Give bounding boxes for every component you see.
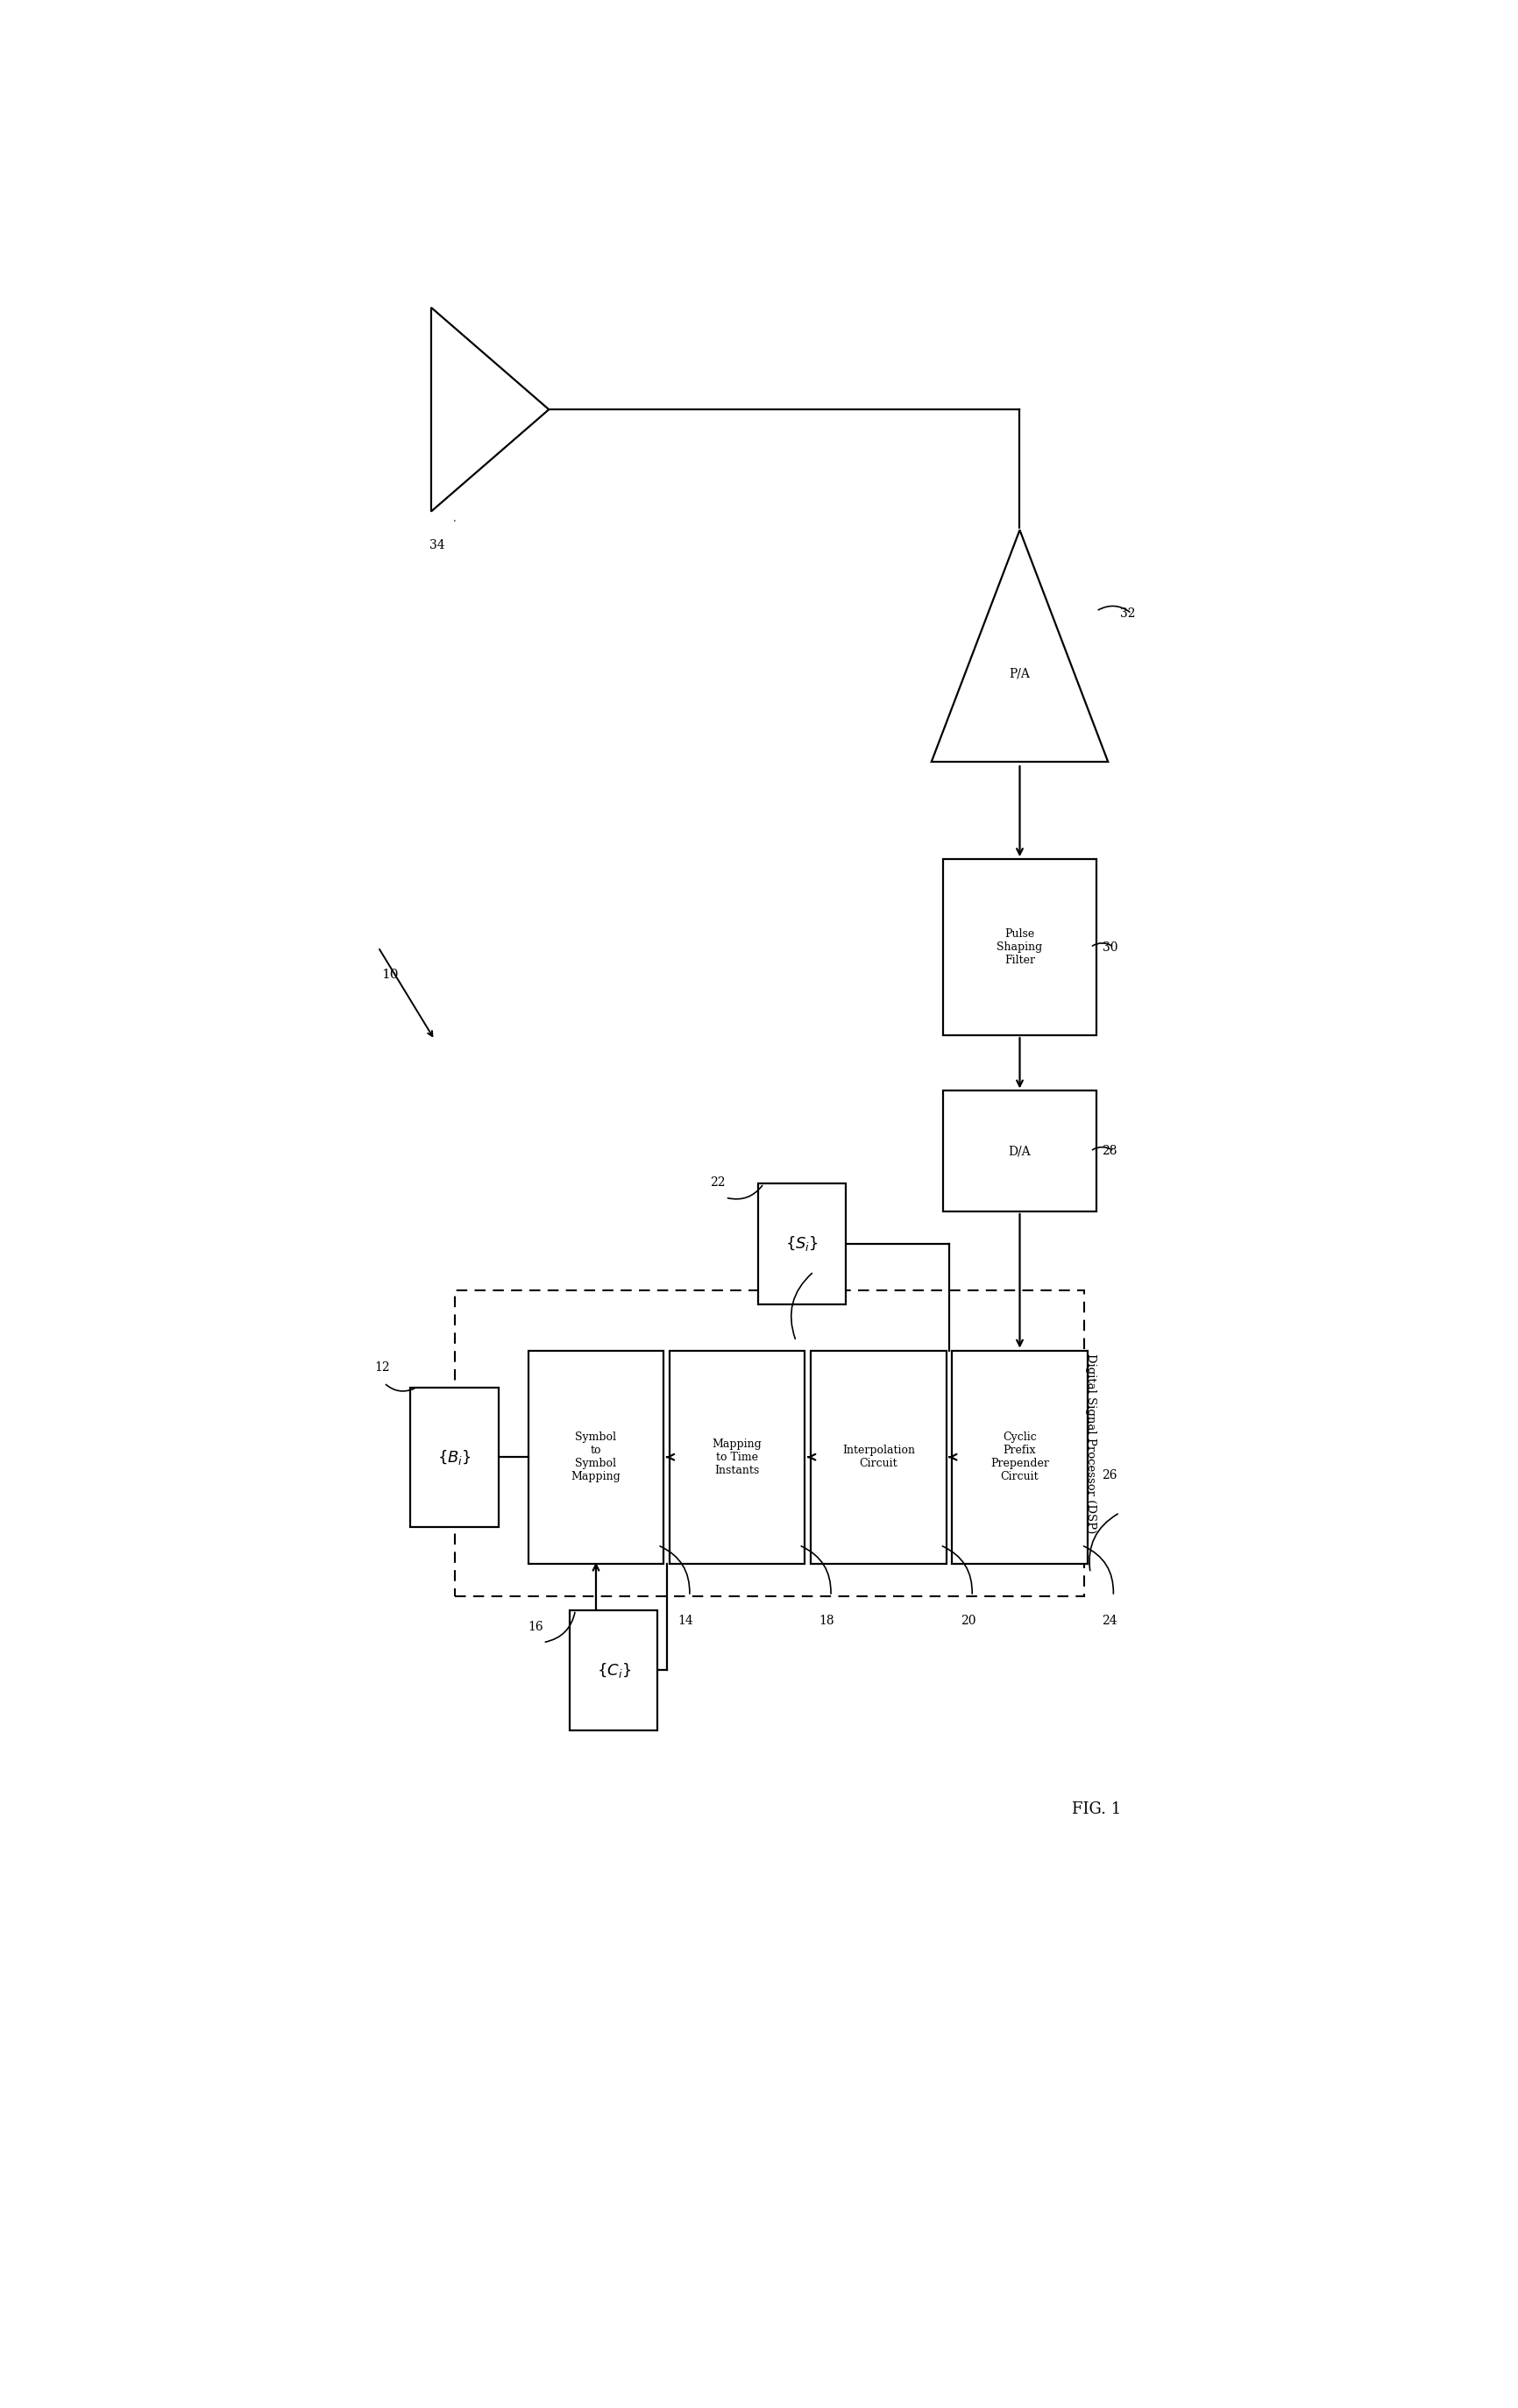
Text: Digital Signal Processor (DSP): Digital Signal Processor (DSP) <box>1084 1353 1096 1534</box>
Text: Symbol
to
Symbol
Mapping: Symbol to Symbol Mapping <box>571 1433 621 1483</box>
Text: 16: 16 <box>527 1621 543 1633</box>
Bar <box>943 1091 1096 1211</box>
Bar <box>669 1351 805 1563</box>
Text: Pulse
Shaping
Filter: Pulse Shaping Filter <box>996 929 1041 966</box>
Text: 26: 26 <box>1102 1469 1117 1481</box>
Text: 20: 20 <box>959 1616 975 1628</box>
Bar <box>943 860 1096 1035</box>
Text: 24: 24 <box>1101 1616 1116 1628</box>
Bar <box>952 1351 1087 1563</box>
Bar <box>811 1351 946 1563</box>
Text: FIG. 1: FIG. 1 <box>1072 1801 1120 1818</box>
Text: 30: 30 <box>1102 942 1117 954</box>
Polygon shape <box>431 308 548 510</box>
Text: D/A: D/A <box>1008 1146 1031 1158</box>
Text: 10: 10 <box>381 968 398 980</box>
Text: Interpolation
Circuit: Interpolation Circuit <box>841 1445 914 1469</box>
Text: 18: 18 <box>818 1616 833 1628</box>
Bar <box>757 1185 846 1305</box>
Polygon shape <box>931 530 1108 761</box>
Bar <box>454 1291 1084 1597</box>
Text: $\{C_i\}$: $\{C_i\}$ <box>597 1662 630 1678</box>
Text: 34: 34 <box>430 539 445 551</box>
Text: 12: 12 <box>375 1361 390 1373</box>
Text: 32: 32 <box>1119 607 1134 619</box>
Text: $\{B_i\}$: $\{B_i\}$ <box>437 1447 472 1466</box>
Text: 22: 22 <box>710 1175 726 1187</box>
Text: 28: 28 <box>1102 1146 1117 1158</box>
Text: Cyclic
Prefix
Prepender
Circuit: Cyclic Prefix Prepender Circuit <box>990 1433 1049 1483</box>
Text: 14: 14 <box>677 1616 692 1628</box>
Bar <box>528 1351 663 1563</box>
Text: 19: 19 <box>780 1250 795 1262</box>
Bar <box>410 1387 498 1527</box>
Text: Mapping
to Time
Instants: Mapping to Time Instants <box>712 1438 762 1476</box>
Text: P/A: P/A <box>1008 667 1029 679</box>
Text: $\{S_i\}$: $\{S_i\}$ <box>785 1235 818 1252</box>
Bar <box>569 1611 657 1731</box>
